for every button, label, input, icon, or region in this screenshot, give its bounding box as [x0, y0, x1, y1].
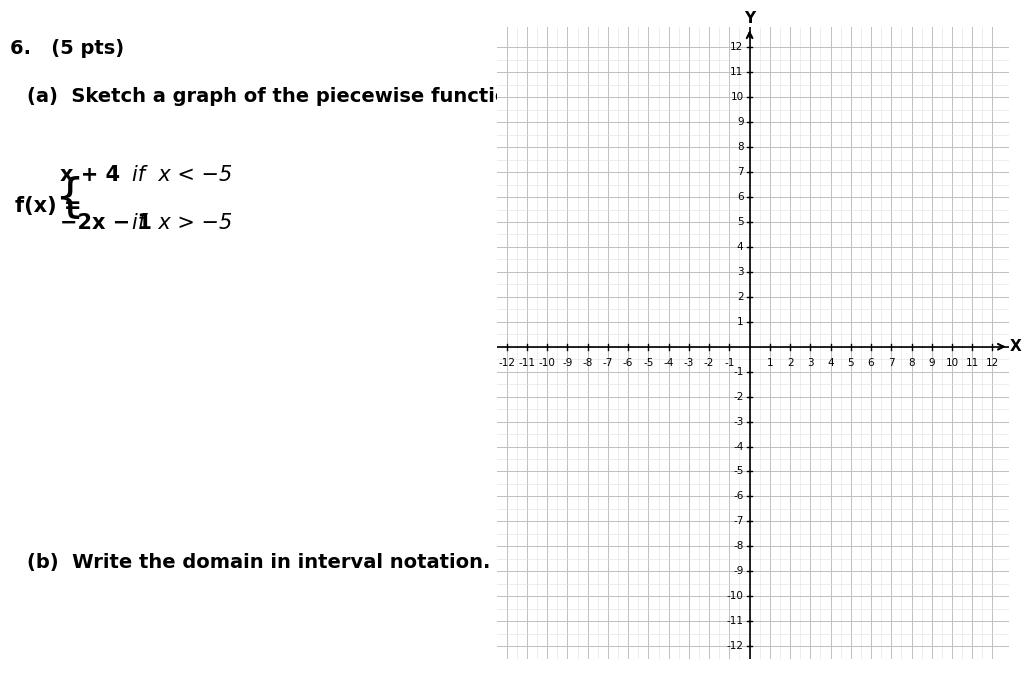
- Text: 3: 3: [737, 267, 743, 277]
- Text: if  x > −5: if x > −5: [132, 213, 231, 233]
- Text: -6: -6: [733, 491, 743, 501]
- Text: -5: -5: [643, 358, 653, 368]
- Text: 8: 8: [737, 142, 743, 152]
- Text: -8: -8: [583, 358, 593, 368]
- Text: (a)  Sketch a graph of the piecewise function.: (a) Sketch a graph of the piecewise func…: [28, 86, 530, 106]
- Text: -12: -12: [727, 641, 743, 651]
- Text: -1: -1: [724, 358, 734, 368]
- Text: 2: 2: [737, 292, 743, 302]
- Text: if  x < −5: if x < −5: [132, 165, 231, 185]
- Text: f(x) =: f(x) =: [15, 196, 89, 216]
- Text: -7: -7: [603, 358, 613, 368]
- Text: 5: 5: [737, 217, 743, 227]
- Text: −2x − 1: −2x − 1: [59, 213, 152, 233]
- Text: -9: -9: [562, 358, 572, 368]
- Text: -10: -10: [727, 591, 743, 601]
- Text: Y: Y: [744, 11, 755, 26]
- Text: 7: 7: [888, 358, 895, 368]
- Text: -5: -5: [733, 466, 743, 477]
- Text: 12: 12: [730, 43, 743, 52]
- Text: -2: -2: [703, 358, 715, 368]
- Text: -4: -4: [733, 442, 743, 451]
- Text: -12: -12: [499, 358, 515, 368]
- Text: 6.   (5 pts): 6. (5 pts): [10, 38, 124, 58]
- Text: -11: -11: [727, 616, 743, 626]
- Text: 1: 1: [767, 358, 773, 368]
- Text: 11: 11: [730, 67, 743, 78]
- Text: -3: -3: [733, 416, 743, 427]
- Text: -3: -3: [684, 358, 694, 368]
- Text: -2: -2: [733, 392, 743, 401]
- Text: -9: -9: [733, 566, 743, 576]
- Text: -1: -1: [733, 367, 743, 377]
- Text: -8: -8: [733, 541, 743, 552]
- Text: 9: 9: [929, 358, 935, 368]
- Text: (b)  Write the domain in interval notation.: (b) Write the domain in interval notatio…: [28, 553, 490, 572]
- Text: X: X: [1010, 340, 1021, 354]
- Text: 7: 7: [737, 167, 743, 177]
- Text: 11: 11: [966, 358, 979, 368]
- Text: 8: 8: [908, 358, 914, 368]
- Text: -11: -11: [518, 358, 536, 368]
- Text: {: {: [53, 176, 84, 222]
- Text: -6: -6: [623, 358, 634, 368]
- Text: -7: -7: [733, 517, 743, 526]
- Text: 4: 4: [737, 242, 743, 252]
- Text: x + 4: x + 4: [59, 165, 120, 185]
- Text: 12: 12: [986, 358, 999, 368]
- Text: 9: 9: [737, 117, 743, 127]
- Text: 1: 1: [737, 317, 743, 327]
- Text: 10: 10: [945, 358, 958, 368]
- Text: 3: 3: [807, 358, 814, 368]
- Text: 10: 10: [730, 93, 743, 102]
- Text: 2: 2: [786, 358, 794, 368]
- Text: 6: 6: [867, 358, 874, 368]
- Text: -4: -4: [664, 358, 674, 368]
- Text: 5: 5: [848, 358, 854, 368]
- Text: 4: 4: [827, 358, 834, 368]
- Text: 6: 6: [737, 192, 743, 202]
- Text: -10: -10: [539, 358, 556, 368]
